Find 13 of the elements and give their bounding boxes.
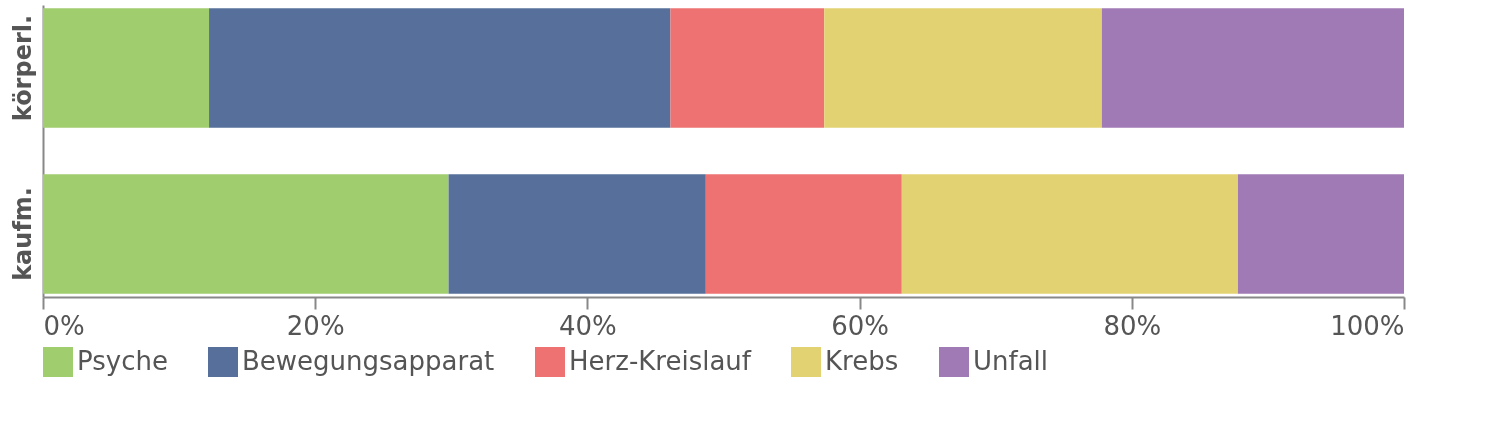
x-tick-label: 80% — [1103, 310, 1162, 341]
y-tick-label: körperl. — [8, 14, 37, 122]
x-tick-label: 40% — [559, 310, 617, 341]
legend-label: Krebs — [825, 346, 899, 376]
legend-label: Psyche — [77, 346, 168, 376]
x-tick-label: 20% — [286, 310, 345, 341]
legend-label: Unfall — [973, 346, 1049, 376]
x-tick-label: 60% — [831, 310, 889, 341]
legend-label: Bewegungsapparat — [242, 346, 495, 376]
x-tick-label: 0% — [43, 310, 85, 341]
x-tick-label: 100% — [1330, 310, 1405, 341]
legend-label: Herz-Kreislauf — [569, 346, 752, 376]
y-tick-label: kaufm. — [8, 187, 37, 281]
